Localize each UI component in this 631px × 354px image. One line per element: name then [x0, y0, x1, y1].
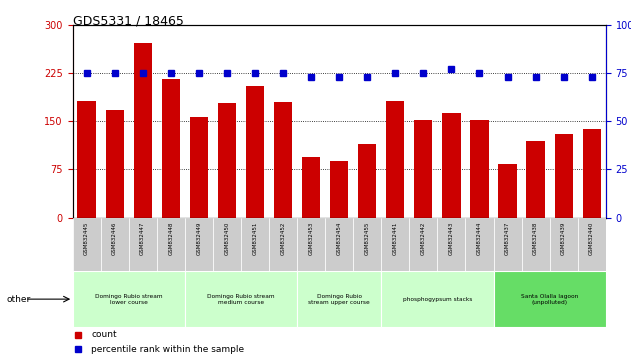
Bar — [185, 271, 297, 327]
Bar — [156, 218, 185, 271]
Text: GDS5331 / 18465: GDS5331 / 18465 — [73, 14, 184, 27]
Bar — [185, 218, 213, 271]
Bar — [213, 218, 241, 271]
Text: GSM832451: GSM832451 — [252, 222, 257, 255]
Text: GSM832450: GSM832450 — [225, 222, 230, 255]
Bar — [493, 271, 606, 327]
Text: GSM832448: GSM832448 — [168, 222, 174, 255]
Bar — [381, 271, 493, 327]
Bar — [414, 120, 432, 218]
Bar — [555, 134, 573, 218]
Bar — [522, 218, 550, 271]
Bar — [526, 141, 545, 218]
Bar — [325, 218, 353, 271]
Text: phosphogypsum stacks: phosphogypsum stacks — [403, 297, 472, 302]
Text: GSM832444: GSM832444 — [477, 222, 482, 255]
Bar — [386, 101, 404, 218]
Bar — [330, 161, 348, 218]
Text: GSM832441: GSM832441 — [392, 222, 398, 255]
Bar — [498, 164, 517, 218]
Bar — [134, 43, 152, 218]
Text: GSM832439: GSM832439 — [561, 222, 566, 255]
Text: GSM832442: GSM832442 — [421, 222, 426, 255]
Bar — [302, 156, 320, 218]
Text: GSM832440: GSM832440 — [589, 222, 594, 255]
Text: count: count — [91, 330, 117, 339]
Text: GSM832453: GSM832453 — [309, 222, 314, 255]
Bar — [442, 113, 461, 218]
Bar — [241, 218, 269, 271]
Bar — [466, 218, 493, 271]
Bar — [129, 218, 156, 271]
Text: GSM832445: GSM832445 — [84, 222, 89, 255]
Bar — [78, 101, 96, 218]
Bar — [353, 218, 381, 271]
Bar — [218, 103, 236, 218]
Text: GSM832447: GSM832447 — [140, 222, 145, 255]
Bar — [358, 144, 376, 218]
Bar — [269, 218, 297, 271]
Text: GSM832452: GSM832452 — [281, 222, 286, 255]
Bar — [582, 129, 601, 218]
Bar — [470, 120, 488, 218]
Bar — [274, 102, 292, 218]
Bar — [381, 218, 410, 271]
Bar — [100, 218, 129, 271]
Bar — [190, 117, 208, 218]
Bar — [246, 86, 264, 218]
Text: Santa Olalla lagoon
(unpolluted): Santa Olalla lagoon (unpolluted) — [521, 294, 578, 304]
Text: GSM832455: GSM832455 — [365, 222, 370, 255]
Bar — [410, 218, 437, 271]
Bar — [437, 218, 466, 271]
Bar — [550, 218, 578, 271]
Text: Domingo Rubio stream
medium course: Domingo Rubio stream medium course — [207, 294, 274, 304]
Bar — [578, 218, 606, 271]
Bar — [73, 271, 185, 327]
Bar — [73, 218, 100, 271]
Bar — [297, 218, 325, 271]
Text: Domingo Rubio
stream upper course: Domingo Rubio stream upper course — [309, 294, 370, 304]
Text: GSM832449: GSM832449 — [196, 222, 201, 255]
Text: GSM832438: GSM832438 — [533, 222, 538, 255]
Text: other: other — [6, 295, 30, 304]
Bar — [493, 218, 522, 271]
Text: GSM832454: GSM832454 — [337, 222, 341, 255]
Bar — [105, 110, 124, 218]
Text: GSM832443: GSM832443 — [449, 222, 454, 255]
Text: percentile rank within the sample: percentile rank within the sample — [91, 345, 244, 354]
Text: Domingo Rubio stream
lower course: Domingo Rubio stream lower course — [95, 294, 163, 304]
Text: GSM832446: GSM832446 — [112, 222, 117, 255]
Bar — [162, 79, 180, 218]
Bar — [297, 271, 381, 327]
Text: GSM832437: GSM832437 — [505, 222, 510, 255]
